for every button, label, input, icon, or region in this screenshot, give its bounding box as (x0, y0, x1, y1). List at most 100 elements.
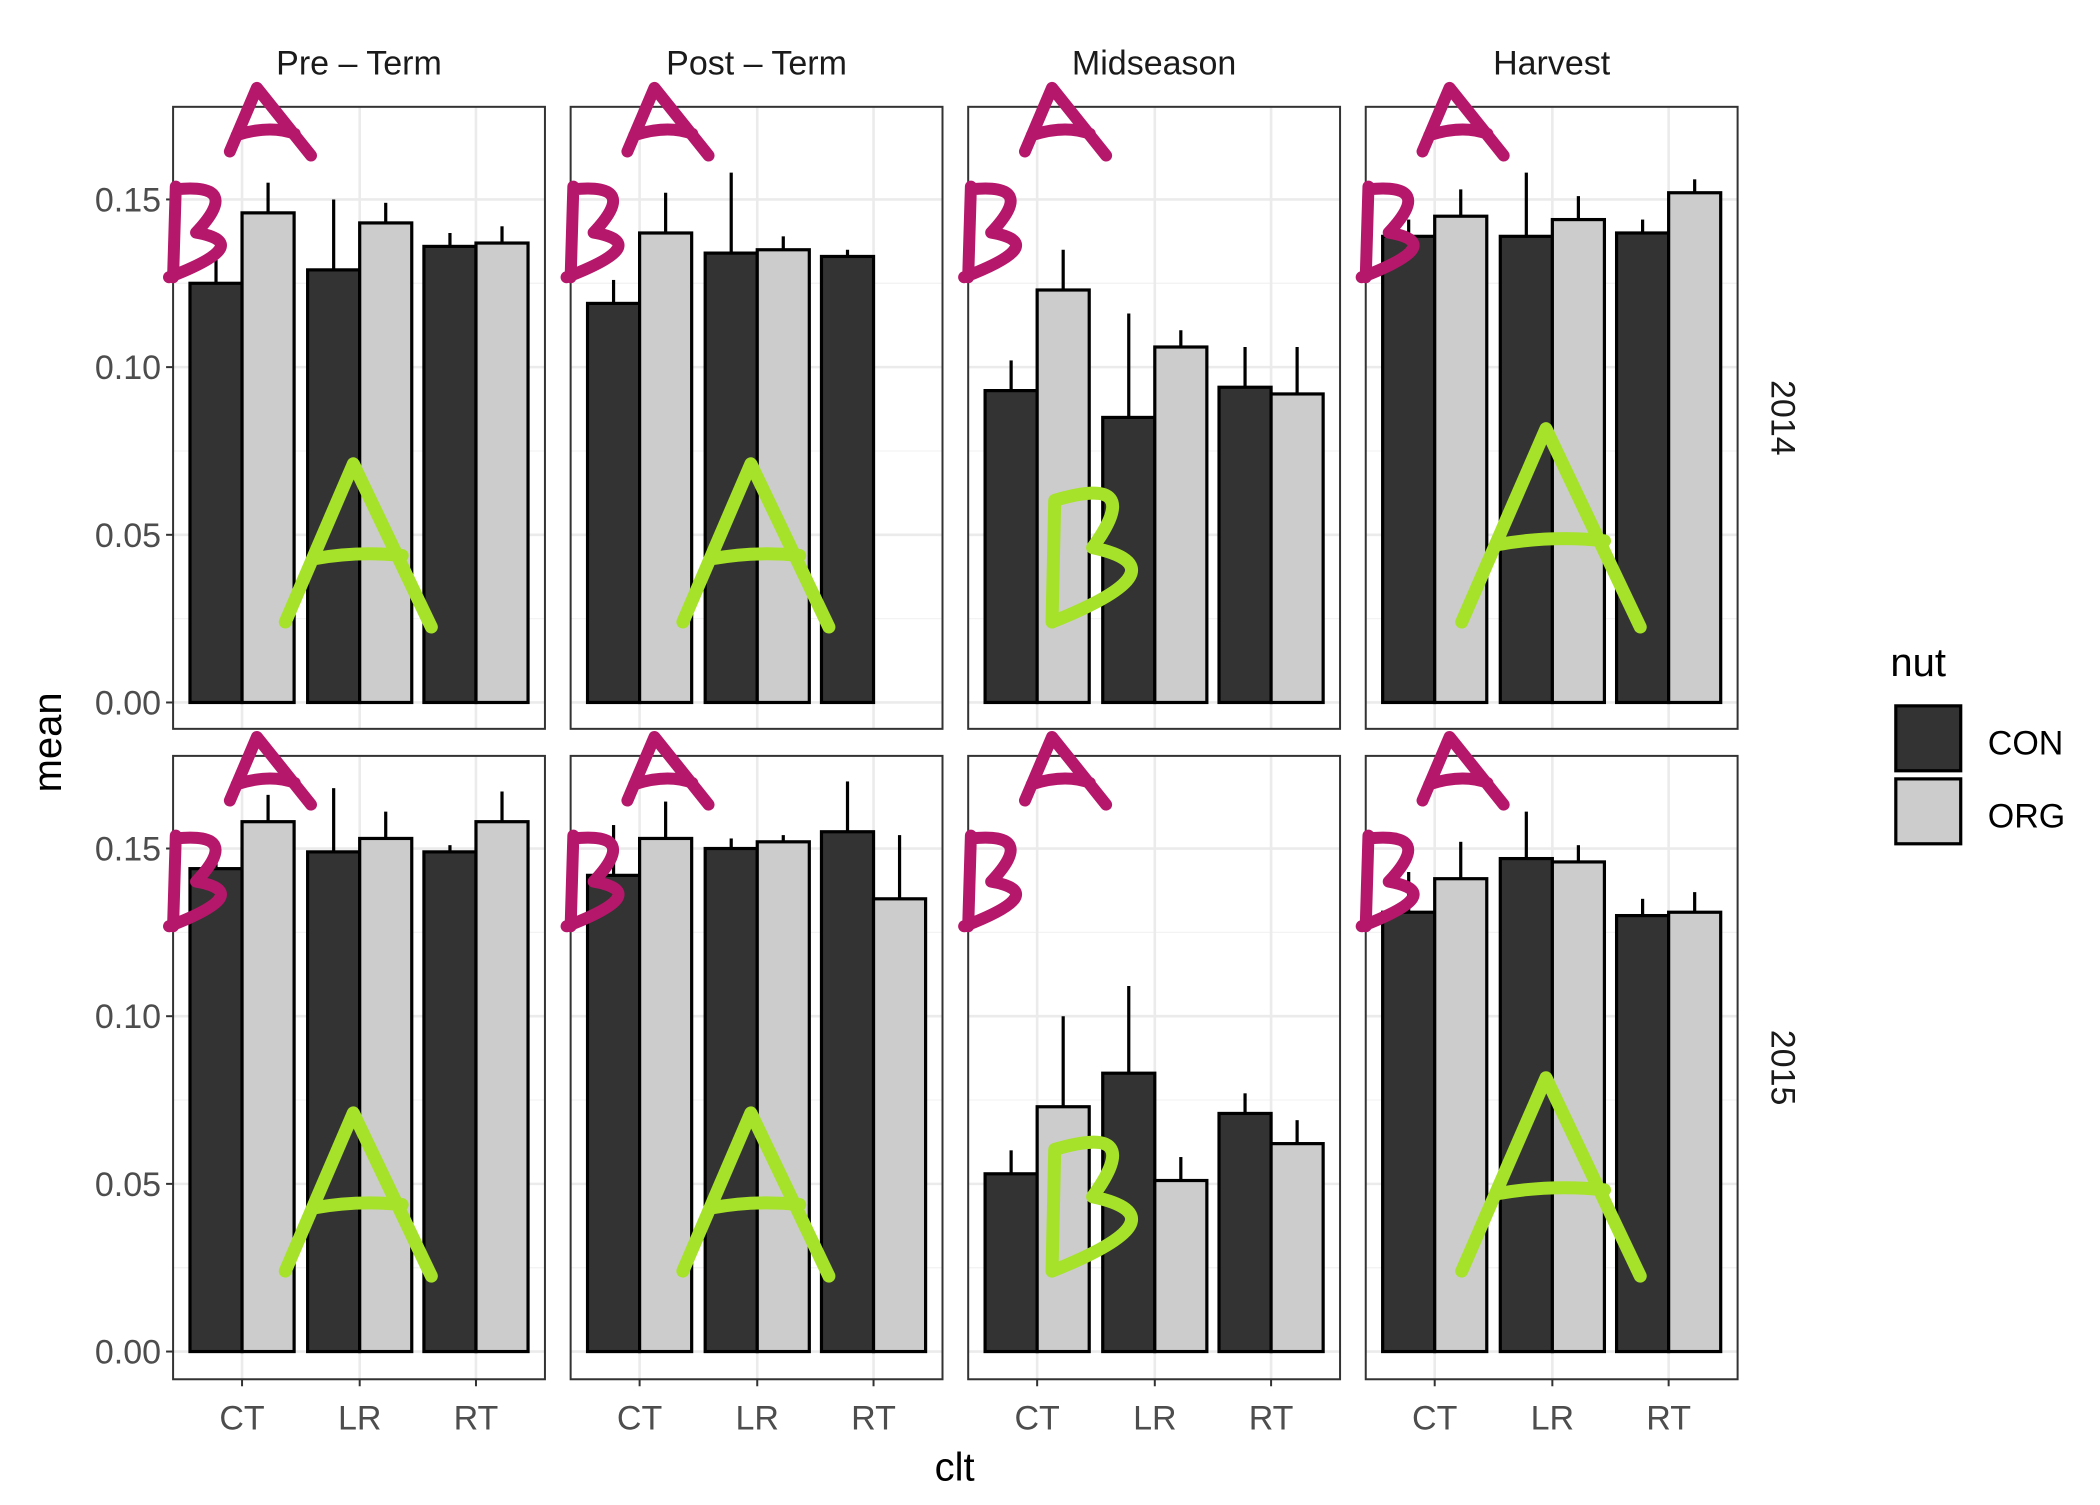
annotation-mark (1416, 81, 1510, 162)
panel (1364, 754, 1739, 1381)
x-tick-label: RT (1249, 1399, 1294, 1437)
bar (585, 301, 642, 705)
bar (1667, 910, 1723, 1354)
x-tick-label: LR (736, 1399, 779, 1437)
x-axis-title: clt (935, 1446, 975, 1490)
annotation-mark (1355, 829, 1420, 933)
bar (983, 389, 1039, 705)
x-tick-label: RT (454, 1399, 499, 1437)
bar (1153, 1178, 1209, 1354)
bar (188, 281, 244, 705)
bar (1381, 910, 1437, 1354)
annotation-mark (1455, 1071, 1647, 1283)
annotation-mark (621, 730, 715, 811)
x-tick-label: LR (1531, 1399, 1574, 1437)
legend-title: nut (1890, 641, 1946, 685)
panel-border (1364, 105, 1739, 730)
handwritten-annotations (163, 81, 1647, 1283)
panel-border (569, 105, 944, 730)
panel-border (967, 105, 1342, 730)
bar (1269, 392, 1325, 705)
annotation-mark (223, 81, 318, 162)
y-tick-label: 0.15 (95, 181, 161, 219)
bar (1433, 877, 1489, 1354)
annotation-mark (560, 180, 625, 284)
panel (172, 105, 546, 730)
panel (967, 754, 1342, 1381)
y-tick-label: 0.00 (95, 684, 161, 722)
panel (569, 754, 944, 1381)
bar (1614, 913, 1671, 1354)
annotation-mark (676, 457, 836, 634)
annotation-mark (1455, 422, 1647, 634)
annotation-mark (560, 829, 625, 933)
panel-border (1364, 754, 1739, 1381)
bar (1498, 856, 1554, 1354)
x-tick-label: RT (1646, 1399, 1691, 1437)
bar (703, 846, 759, 1354)
bar (188, 867, 244, 1354)
y-tick-label: 0.05 (95, 1166, 161, 1204)
bar (1217, 385, 1273, 705)
legend-key (1894, 704, 1963, 773)
annotation-mark (1045, 486, 1138, 629)
bar (1217, 1111, 1273, 1354)
bar (358, 221, 414, 705)
annotation-mark (676, 1106, 836, 1283)
panel-border (172, 105, 546, 730)
bar (755, 248, 811, 705)
annotation-mark (1018, 730, 1113, 811)
panel (1364, 105, 1739, 730)
panel (967, 105, 1342, 730)
strip-label-col: Pre – Term (276, 44, 442, 82)
x-tick-label: CT (617, 1399, 662, 1437)
annotation-mark (1018, 81, 1113, 162)
bar (1153, 345, 1209, 705)
y-tick-label: 0.15 (95, 831, 161, 869)
y-tick-label: 0.10 (95, 998, 161, 1036)
x-tick-label: LR (1133, 1399, 1176, 1437)
y-tick-label: 0.05 (95, 517, 161, 555)
bar (871, 897, 928, 1354)
strip-label-col: Post – Term (666, 44, 847, 82)
panel-border (569, 754, 944, 1381)
bar (240, 211, 296, 705)
panel (569, 105, 944, 730)
bar (638, 231, 694, 705)
y-tick-label: 0.00 (95, 1334, 161, 1372)
bar (755, 840, 811, 1354)
bar (585, 873, 642, 1354)
panel-border (172, 754, 546, 1381)
bar (1667, 191, 1723, 705)
y-tick-label: 0.10 (95, 349, 161, 387)
x-tick-label: CT (219, 1399, 264, 1437)
annotation-mark (223, 730, 318, 811)
bar (306, 268, 362, 705)
bar (983, 1172, 1039, 1354)
x-tick-label: CT (1412, 1399, 1457, 1437)
legend-key (1894, 777, 1963, 846)
strip-label-col: Midseason (1072, 44, 1236, 82)
annotation-mark (278, 1106, 438, 1283)
strip-label-col: Harvest (1493, 44, 1611, 82)
legend-label: ORG (1988, 798, 2065, 836)
bar (422, 244, 478, 705)
x-tick-label: RT (851, 1399, 896, 1437)
annotation-mark (1355, 180, 1420, 284)
y-axis-title: mean (26, 692, 70, 792)
bar (1269, 1142, 1325, 1354)
bar (1381, 234, 1437, 705)
annotation-mark (1045, 1135, 1138, 1278)
annotation-mark (163, 180, 227, 284)
bar (819, 254, 876, 705)
bar (474, 241, 530, 705)
strip-label-row: 2014 (1763, 380, 1801, 456)
bar (1433, 214, 1489, 705)
panel-border (967, 754, 1342, 1381)
annotation-mark (163, 829, 227, 933)
bar (306, 850, 362, 1354)
annotation-mark (958, 829, 1022, 933)
x-tick-label: CT (1014, 1399, 1059, 1437)
